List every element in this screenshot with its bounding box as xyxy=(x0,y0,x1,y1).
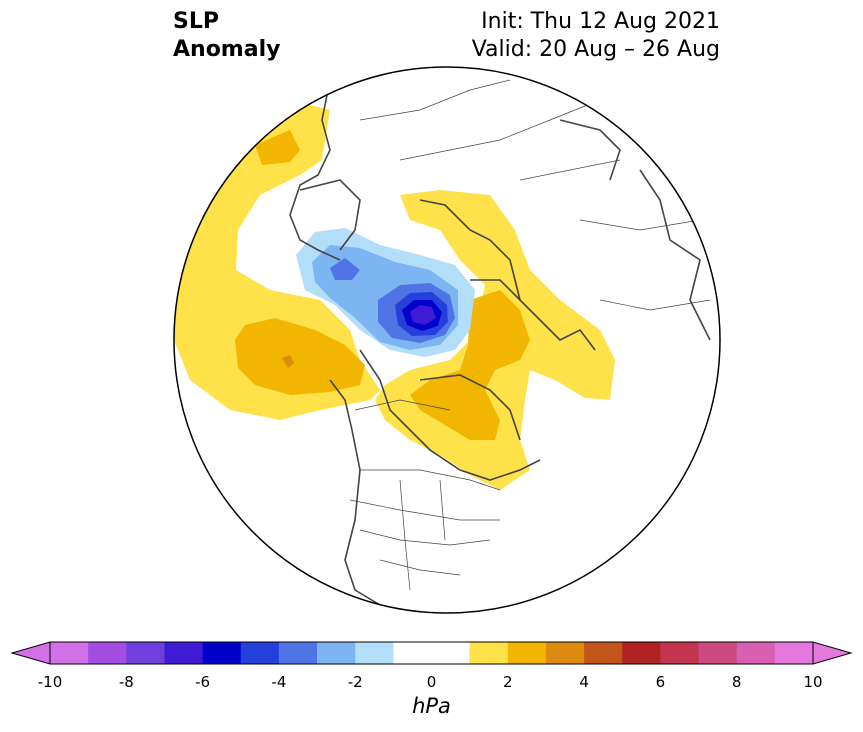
valid-range: Valid: 20 Aug – 26 Aug xyxy=(471,37,720,62)
map-title: SLP Anomaly xyxy=(173,8,280,64)
map-boundary xyxy=(173,66,721,614)
title-line-2: Anomaly xyxy=(173,37,281,62)
colorbar-cell xyxy=(507,642,547,664)
colorbar-cell xyxy=(584,642,623,664)
colorbar-tick-label: 0 xyxy=(426,673,437,691)
colorbar-cell xyxy=(774,642,814,664)
colorbar-cell xyxy=(469,642,509,664)
colorbar-cell xyxy=(317,642,356,664)
colorbar-tick-label: -4 xyxy=(271,673,287,691)
anomaly-positive-3-pacific xyxy=(282,355,294,368)
colorbar-tick-label: 6 xyxy=(655,673,666,691)
colorbar-tick-label: -6 xyxy=(195,673,211,691)
coastlines xyxy=(289,79,711,606)
colorbar-cell xyxy=(202,642,242,664)
colorbar-extend-max xyxy=(812,641,853,665)
anomaly-negative-6 xyxy=(410,305,436,325)
colorbar xyxy=(10,641,853,665)
colorbar-tick-label: 10 xyxy=(803,673,823,691)
colorbar-cell xyxy=(278,642,318,664)
colorbar-cell xyxy=(660,642,700,664)
colorbar-cell xyxy=(164,642,204,664)
polar-map xyxy=(173,66,721,614)
anomaly-positive-2-north xyxy=(255,130,300,165)
colorbar-unit: hPa xyxy=(412,694,451,718)
colorbar-cell xyxy=(126,642,165,664)
colorbar-cell xyxy=(622,642,661,664)
colorbar-cell xyxy=(240,642,280,664)
forecast-info: Init: Thu 12 Aug 2021 Valid: 20 Aug – 26… xyxy=(472,8,720,64)
colorbar-cells xyxy=(50,642,814,664)
borders xyxy=(349,79,711,591)
colorbar-cell xyxy=(545,642,585,664)
colorbar-tick-label: 8 xyxy=(731,673,742,691)
colorbar-tick-label: -10 xyxy=(37,673,63,691)
colorbar-tick-label: -8 xyxy=(118,673,134,691)
colorbar-frame xyxy=(49,641,814,665)
colorbar-tick-label: 4 xyxy=(579,673,589,691)
colorbar-extend-min xyxy=(10,641,51,665)
colorbar-tick-label: -2 xyxy=(347,673,363,691)
colorbar-cell xyxy=(355,642,394,664)
colorbar-tick-label: 2 xyxy=(503,673,513,691)
colorbar-cell xyxy=(393,642,432,664)
init-date: Init: Thu 12 Aug 2021 xyxy=(481,9,720,34)
anomaly-positive-2-canada xyxy=(410,290,530,440)
anomaly-positive-2-pacific xyxy=(235,318,365,395)
colorbar-cell xyxy=(431,642,471,664)
colorbar-cell xyxy=(736,642,776,664)
title-line-1: SLP xyxy=(173,9,219,34)
colorbar-cell xyxy=(88,642,127,664)
colorbar-cell xyxy=(50,642,89,664)
colorbar-cell xyxy=(698,642,738,664)
